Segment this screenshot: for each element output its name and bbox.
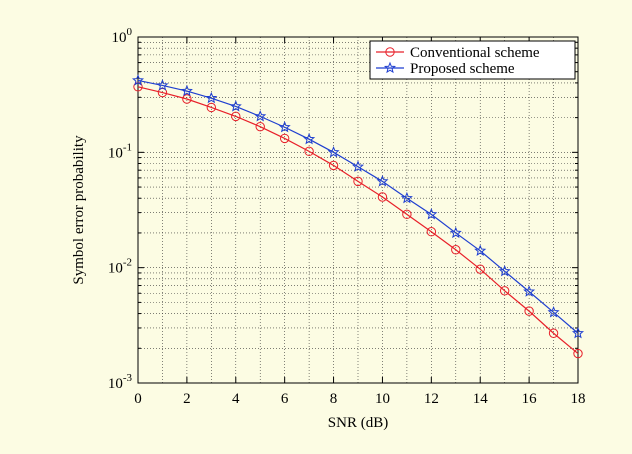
data-point-proposed	[523, 285, 536, 297]
y-tick-label: 100	[112, 26, 133, 46]
data-point-proposed	[571, 326, 585, 339]
series-proposed	[131, 74, 585, 339]
data-point-proposed	[278, 120, 291, 133]
data-point-proposed	[351, 160, 365, 172]
legend-label-proposed: Proposed scheme	[410, 61, 515, 77]
data-point-proposed	[254, 110, 267, 122]
x-tick-label: 16	[522, 391, 538, 407]
x-axis-label: SNR (dB)	[328, 415, 388, 431]
data-point-proposed	[376, 175, 389, 187]
data-point-conventional	[475, 264, 485, 274]
data-point-proposed	[229, 100, 242, 112]
data-point-conventional	[573, 348, 583, 359]
y-axis-label: Symbol error probability	[71, 135, 87, 285]
data-point-conventional	[157, 87, 168, 98]
data-point-proposed	[474, 244, 487, 256]
data-point-proposed	[400, 191, 413, 204]
x-tick-label: 14	[473, 391, 489, 407]
data-point-proposed	[425, 207, 438, 220]
data-point-proposed	[547, 305, 560, 318]
data-point-conventional	[255, 121, 265, 132]
legend: Conventional scheme Proposed scheme	[369, 40, 576, 80]
data-point-conventional	[548, 328, 559, 338]
data-point-conventional	[353, 176, 363, 187]
data-point-conventional	[304, 146, 314, 157]
x-tick-label: 10	[375, 391, 390, 407]
series-line-conventional	[137, 86, 579, 355]
data-point-conventional	[279, 133, 290, 144]
series-conventional	[133, 82, 583, 359]
x-tick-label: 0	[134, 391, 142, 407]
data-point-proposed	[449, 226, 462, 239]
data-point-conventional	[426, 227, 437, 237]
data-point-proposed	[205, 91, 218, 104]
data-point-proposed	[131, 74, 145, 86]
data-point-conventional	[499, 286, 510, 296]
y-tick-label: 10-2	[108, 257, 132, 277]
data-point-proposed	[180, 84, 193, 97]
x-tick-label: 18	[571, 391, 586, 407]
data-point-conventional	[182, 94, 192, 104]
data-point-conventional	[402, 209, 412, 220]
legend-label-conventional: Conventional scheme	[410, 45, 540, 61]
legend-entry-conventional: Conventional scheme	[376, 45, 540, 61]
data-point-conventional	[328, 160, 339, 171]
plot-area	[137, 36, 579, 384]
y-tick-label: 10-1	[108, 141, 132, 161]
data-point-conventional	[524, 306, 534, 316]
grid-layer	[138, 37, 578, 383]
legend-entry-proposed: Proposed scheme	[376, 61, 515, 77]
x-tick-label: 12	[424, 391, 439, 407]
series-line-proposed	[137, 79, 579, 334]
data-point-conventional	[231, 111, 241, 122]
x-tick-label: 2	[183, 391, 191, 407]
data-point-proposed	[303, 132, 316, 145]
x-tick-label: 6	[281, 391, 289, 407]
data-point-conventional	[377, 192, 388, 202]
legend-marker-conventional	[385, 47, 395, 57]
x-tick-label: 8	[330, 391, 338, 407]
legend-box	[369, 40, 576, 80]
data-point-proposed	[498, 264, 511, 277]
legend-marker-proposed	[383, 61, 397, 74]
y-tick-label: 10-3	[108, 372, 133, 392]
data-point-proposed	[156, 79, 169, 91]
data-point-conventional	[451, 245, 461, 255]
x-tick-label: 4	[232, 391, 240, 407]
data-point-proposed	[327, 145, 340, 158]
data-point-conventional	[206, 102, 217, 113]
series-layer	[131, 74, 585, 359]
